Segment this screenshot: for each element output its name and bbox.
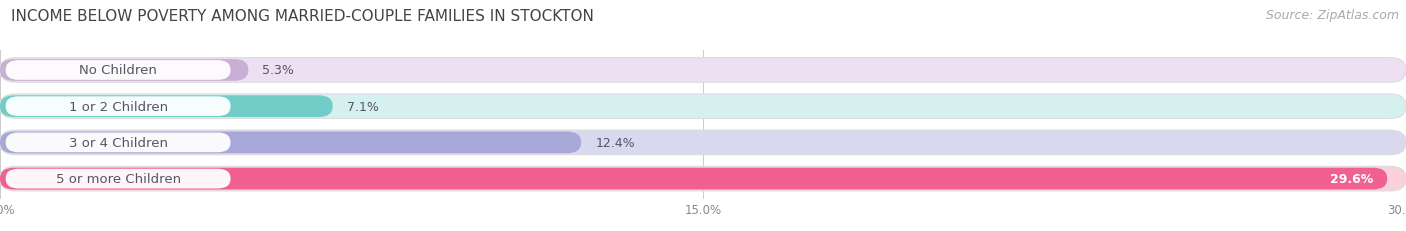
FancyBboxPatch shape — [6, 61, 231, 80]
Text: 3 or 4 Children: 3 or 4 Children — [69, 136, 167, 149]
Text: 29.6%: 29.6% — [1330, 172, 1374, 185]
FancyBboxPatch shape — [6, 133, 231, 153]
Text: 5.3%: 5.3% — [263, 64, 294, 77]
FancyBboxPatch shape — [0, 168, 1388, 190]
FancyBboxPatch shape — [0, 96, 333, 118]
FancyBboxPatch shape — [0, 131, 1406, 155]
FancyBboxPatch shape — [6, 169, 231, 189]
Text: 12.4%: 12.4% — [595, 136, 636, 149]
Text: Source: ZipAtlas.com: Source: ZipAtlas.com — [1265, 9, 1399, 22]
FancyBboxPatch shape — [0, 94, 1406, 119]
Text: 5 or more Children: 5 or more Children — [56, 172, 180, 185]
FancyBboxPatch shape — [6, 97, 231, 116]
Text: 1 or 2 Children: 1 or 2 Children — [69, 100, 167, 113]
Text: No Children: No Children — [79, 64, 157, 77]
Text: INCOME BELOW POVERTY AMONG MARRIED-COUPLE FAMILIES IN STOCKTON: INCOME BELOW POVERTY AMONG MARRIED-COUPL… — [11, 9, 595, 24]
FancyBboxPatch shape — [0, 132, 581, 154]
Text: 7.1%: 7.1% — [347, 100, 378, 113]
FancyBboxPatch shape — [0, 58, 1406, 83]
FancyBboxPatch shape — [0, 60, 249, 82]
FancyBboxPatch shape — [0, 167, 1406, 191]
